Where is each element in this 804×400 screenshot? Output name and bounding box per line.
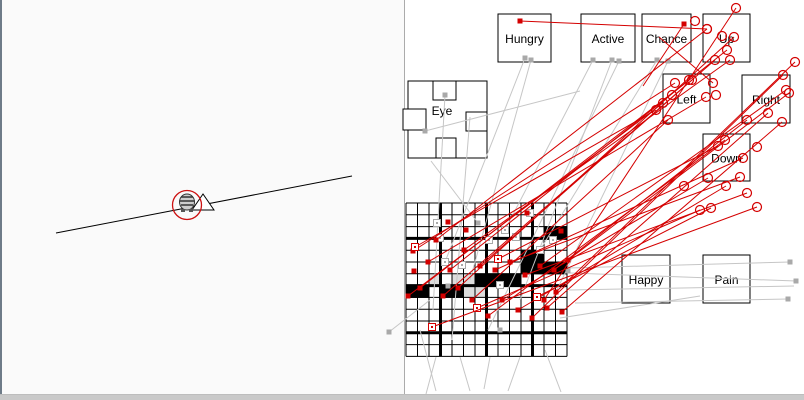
simulation-panel[interactable] <box>55 175 353 234</box>
creature-icon[interactable] <box>179 193 195 212</box>
selection-ring <box>171 189 203 221</box>
window-left-edge <box>0 0 2 400</box>
status-bar <box>0 394 804 400</box>
ground-line <box>55 175 353 234</box>
network-panel[interactable] <box>404 0 804 394</box>
direction-cone <box>191 193 215 211</box>
